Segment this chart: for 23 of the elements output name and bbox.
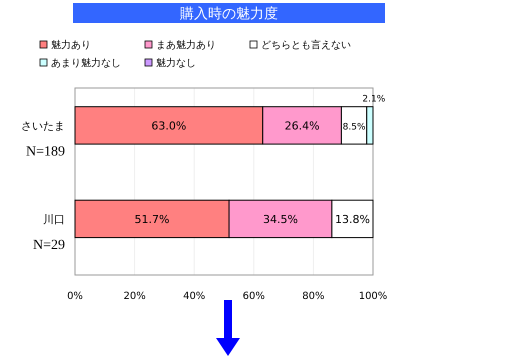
x-tick-label: 100% [358, 291, 388, 302]
x-tick-label: 80% [302, 291, 325, 302]
x-tick-label: 40% [183, 291, 206, 302]
x-tick-label: 60% [242, 291, 265, 302]
x-tick-label: 20% [123, 291, 146, 302]
text: N=189 [26, 144, 65, 160]
x-tick-label: 0% [67, 291, 83, 302]
chart-title: 購入時の魅力度 [180, 6, 278, 22]
legend-label: あまり魅力なし [51, 57, 121, 69]
data-label: 2.1% [362, 94, 386, 105]
y-tick-label: 川口 [43, 212, 65, 226]
data-label: 63.0% [151, 119, 186, 132]
legend-label: 魅力なし [156, 57, 196, 69]
data-label: 34.5% [262, 212, 298, 226]
y-tick-label: さいたま [21, 119, 65, 132]
legend-label: どちらとも言えない [261, 39, 351, 51]
data-label: 13.8% [334, 212, 370, 226]
legend-label: まあ魅力あり [156, 39, 216, 51]
data-label: 26.4% [284, 119, 320, 132]
text: N=29 [32, 238, 65, 253]
data-label: 51.7% [134, 212, 170, 226]
data-label: 8.5% [342, 122, 366, 132]
legend-label: 魅力あり [51, 39, 91, 51]
